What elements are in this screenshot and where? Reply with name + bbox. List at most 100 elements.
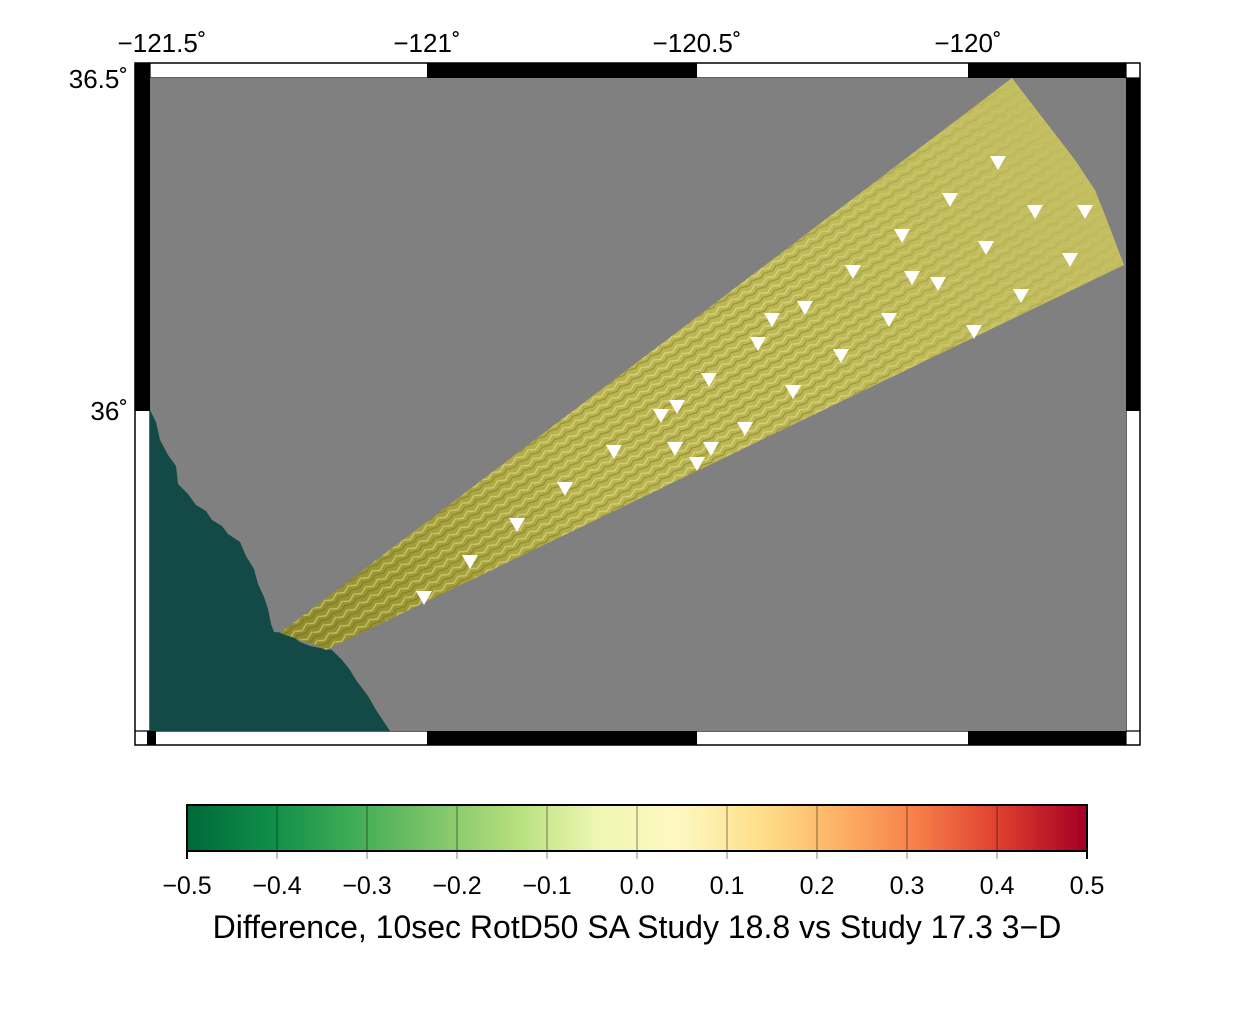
inverted-triangle-icon <box>797 301 813 315</box>
inverted-triangle-icon <box>462 555 478 569</box>
colorbar-segment <box>965 805 971 851</box>
colorbar-segment <box>524 805 530 851</box>
colorbar-segment <box>538 805 544 851</box>
inverted-triangle-icon <box>703 442 719 456</box>
lon-tick-label: −120˚ <box>934 28 1001 58</box>
colorbar-segment <box>1046 805 1052 851</box>
colorbar-segment <box>241 805 247 851</box>
colorbar-segment <box>650 805 656 851</box>
colorbar-tick-label: 0.3 <box>890 872 925 900</box>
colorbar-segment <box>956 805 962 851</box>
inverted-triangle-icon <box>930 277 946 291</box>
colorbar-segment <box>605 805 611 851</box>
colorbar-segment <box>475 805 481 851</box>
colorbar-segment <box>857 805 863 851</box>
colorbar-segment <box>1006 805 1012 851</box>
colorbar-segment <box>817 805 823 851</box>
colorbar-segment <box>844 805 850 851</box>
colorbar-segment <box>529 805 535 851</box>
colorbar-segment <box>326 805 332 851</box>
terrain-relief <box>280 78 1124 650</box>
colorbar-segment <box>403 805 409 851</box>
colorbar-segment <box>592 805 598 851</box>
colorbar-segment <box>1055 805 1061 851</box>
colorbar-segment <box>722 805 728 851</box>
colorbar-segment <box>416 805 422 851</box>
colorbar-segment <box>398 805 404 851</box>
colorbar-segment <box>808 805 814 851</box>
colorbar-segment <box>367 805 373 851</box>
colorbar-segment <box>601 805 607 851</box>
colorbar-segment <box>551 805 557 851</box>
colorbar-segment <box>1028 805 1034 851</box>
colorbar-segment <box>749 805 755 851</box>
inverted-triangle-icon <box>606 445 622 459</box>
colorbar-segment <box>461 805 467 851</box>
colorbar-segment <box>700 805 706 851</box>
colorbar-segment <box>974 805 980 851</box>
colorbar-segment <box>479 805 485 851</box>
colorbar-segment <box>344 805 350 851</box>
colorbar-segment <box>488 805 494 851</box>
colorbar-segment <box>664 805 670 851</box>
colorbar-tick-label: 0.1 <box>710 872 745 900</box>
colorbar-segment <box>623 805 629 851</box>
colorbar-segment <box>839 805 845 851</box>
colorbar-segment <box>830 805 836 851</box>
colorbar-segment <box>313 805 319 851</box>
colorbar-segment <box>380 805 386 851</box>
colorbar-segment <box>470 805 476 851</box>
colorbar-segment <box>632 805 638 851</box>
station-markers <box>416 156 1093 605</box>
colorbar-segment <box>610 805 616 851</box>
inverted-triangle-icon <box>689 457 705 471</box>
colorbar-segment <box>520 805 526 851</box>
colorbar-segment <box>1019 805 1025 851</box>
colorbar-segment <box>646 805 652 851</box>
inverted-triangle-icon <box>966 325 982 339</box>
colorbar-segment <box>439 805 445 851</box>
colorbar-segment <box>713 805 719 851</box>
colorbar-segment <box>934 805 940 851</box>
colorbar-segment <box>826 805 832 851</box>
colorbar-segment <box>340 805 346 851</box>
colorbar-segment <box>232 805 238 851</box>
colorbar-segment <box>506 805 512 851</box>
inverted-triangle-icon <box>1077 205 1093 219</box>
colorbar-segment <box>263 805 269 851</box>
colorbar-segment <box>254 805 260 851</box>
colorbar-segment <box>511 805 517 851</box>
colorbar-segment <box>493 805 499 851</box>
colorbar-segment <box>1078 805 1084 851</box>
colorbar-segment <box>889 805 895 851</box>
colorbar-segment <box>407 805 413 851</box>
colorbar-segment <box>421 805 427 851</box>
colorbar-segment <box>898 805 904 851</box>
inverted-triangle-icon <box>653 409 669 423</box>
colorbar-segment <box>281 805 287 851</box>
colorbar-segments <box>187 805 1088 851</box>
colorbar-segment <box>668 805 674 851</box>
colorbar-segment <box>821 805 827 851</box>
colorbar-segment <box>920 805 926 851</box>
colorbar-segment <box>196 805 202 851</box>
inverted-triangle-icon <box>667 442 683 456</box>
colorbar-segment <box>758 805 764 851</box>
colorbar-segment <box>803 805 809 851</box>
inverted-triangle-icon <box>942 193 958 207</box>
colorbar-segment <box>587 805 593 851</box>
inverted-triangle-icon <box>557 482 573 496</box>
colorbar-segment <box>317 805 323 851</box>
colorbar-segment <box>943 805 949 851</box>
colorbar-segment <box>286 805 292 851</box>
colorbar-segment <box>925 805 931 851</box>
colorbar-segment <box>776 805 782 851</box>
colorbar: −0.5 −0.4 −0.3 −0.2 −0.1 0.0 0.1 0.2 0.3 0.4 0.5 D… <box>162 804 1104 945</box>
colorbar-segment <box>290 805 296 851</box>
colorbar-segment <box>709 805 715 851</box>
colorbar-segment <box>862 805 868 851</box>
inverted-triangle-icon <box>833 349 849 363</box>
colorbar-segment <box>1060 805 1066 851</box>
colorbar-segment <box>952 805 958 851</box>
colorbar-segment <box>556 805 562 851</box>
